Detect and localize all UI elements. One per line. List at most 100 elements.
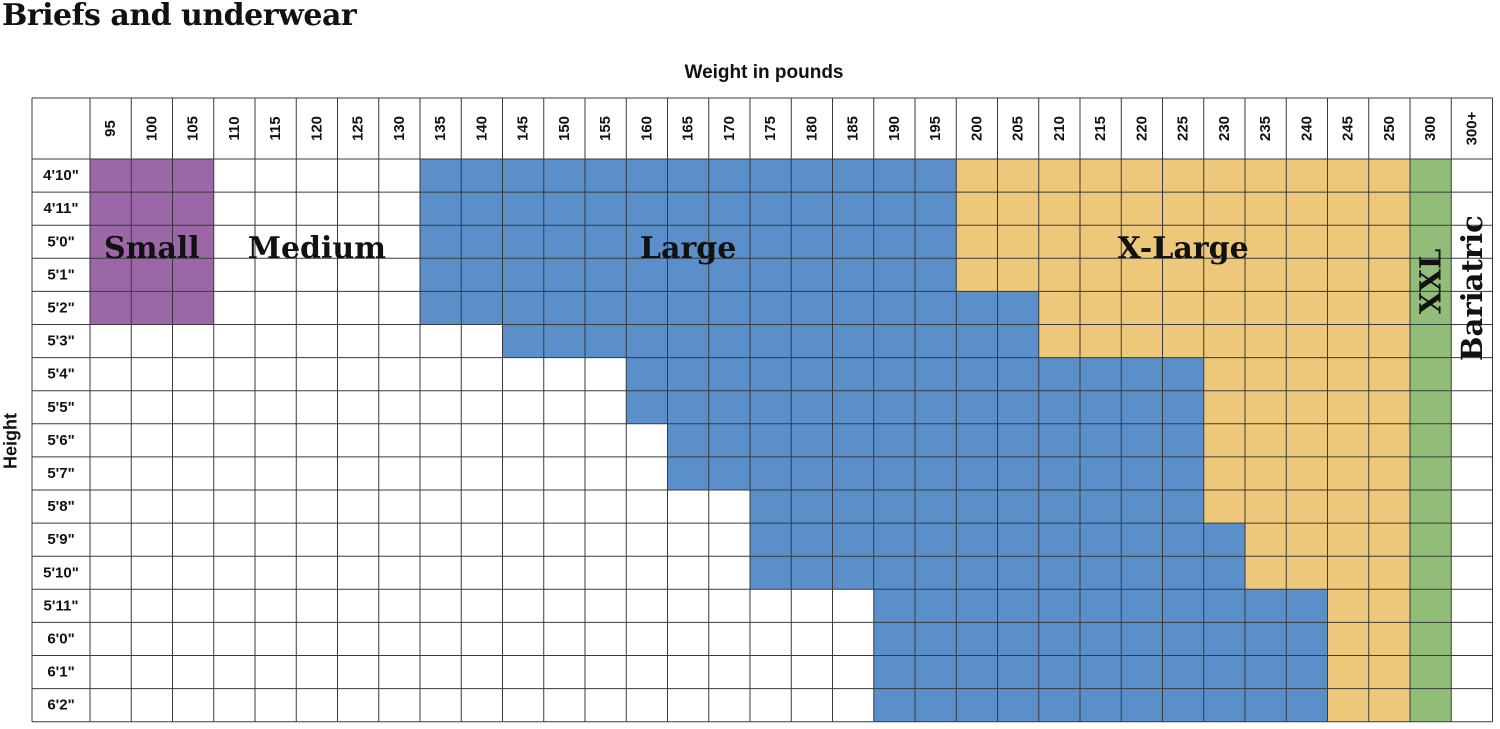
cell-medium bbox=[585, 523, 627, 557]
y-tick-label: 5'1" bbox=[47, 266, 74, 283]
cell-medium bbox=[296, 688, 338, 722]
cell-x-large bbox=[1286, 159, 1328, 193]
x-tick-label: 195 bbox=[927, 116, 944, 141]
cell-xxl bbox=[1410, 390, 1452, 424]
cell-x-large bbox=[1286, 556, 1328, 590]
x-tick-label: 135 bbox=[432, 116, 449, 141]
cell-large bbox=[585, 291, 627, 325]
cell-x-large bbox=[1368, 688, 1410, 722]
cell-large bbox=[956, 291, 998, 325]
cell-x-large bbox=[1327, 688, 1369, 722]
cell-x-large bbox=[1121, 258, 1163, 292]
cell-x-large bbox=[1368, 159, 1410, 193]
cell-large bbox=[708, 225, 750, 259]
cell-large bbox=[873, 655, 915, 689]
cell-large bbox=[873, 225, 915, 259]
cell-medium bbox=[461, 490, 503, 524]
cell-large bbox=[832, 291, 874, 325]
cell-x-large bbox=[997, 225, 1039, 259]
cell-large bbox=[873, 456, 915, 490]
cell-large bbox=[832, 357, 874, 391]
cell-medium bbox=[378, 423, 420, 457]
cell-x-large bbox=[1368, 655, 1410, 689]
cell-medium bbox=[337, 523, 379, 557]
x-tick-label: 125 bbox=[350, 116, 367, 141]
cell-large bbox=[1038, 622, 1080, 656]
cell-large bbox=[956, 324, 998, 358]
cell-large bbox=[956, 456, 998, 490]
cell-medium bbox=[337, 324, 379, 358]
cell-medium bbox=[90, 490, 132, 524]
cell-medium bbox=[172, 556, 214, 590]
page-title: Briefs and underwear bbox=[2, 0, 357, 33]
cell-large bbox=[750, 556, 792, 590]
cell-x-large bbox=[1080, 225, 1122, 259]
cell-medium bbox=[296, 225, 338, 259]
cell-large bbox=[956, 523, 998, 557]
cell-large bbox=[750, 291, 792, 325]
x-tick-label: 175 bbox=[762, 116, 779, 141]
cell-x-large bbox=[1162, 159, 1204, 193]
y-tick-label: 6'1" bbox=[47, 664, 74, 681]
cell-medium bbox=[337, 258, 379, 292]
cell-medium bbox=[90, 456, 132, 490]
cell-large bbox=[791, 357, 833, 391]
cell-x-large bbox=[1245, 423, 1287, 457]
cell-xxl bbox=[1410, 589, 1452, 623]
cell-x-large bbox=[1327, 357, 1369, 391]
cell-xxl bbox=[1410, 225, 1452, 259]
cell-xxl bbox=[1410, 357, 1452, 391]
cell-bariatric bbox=[1451, 622, 1493, 656]
cell-medium bbox=[626, 688, 668, 722]
cell-x-large bbox=[1245, 192, 1287, 226]
cell-large bbox=[832, 523, 874, 557]
cell-large bbox=[1121, 390, 1163, 424]
y-tick-label: 5'10" bbox=[43, 564, 79, 581]
cell-large bbox=[1245, 589, 1287, 623]
x-tick-label: 245 bbox=[1340, 116, 1357, 141]
cell-large bbox=[915, 556, 957, 590]
cell-medium bbox=[131, 523, 173, 557]
cell-medium bbox=[378, 589, 420, 623]
cell-x-large bbox=[1038, 324, 1080, 358]
cell-x-large bbox=[1203, 357, 1245, 391]
cell-medium bbox=[213, 159, 255, 193]
cell-medium bbox=[172, 589, 214, 623]
cell-medium bbox=[750, 688, 792, 722]
cell-large bbox=[1038, 456, 1080, 490]
x-tick-label: 165 bbox=[680, 116, 697, 141]
cell-large bbox=[1286, 655, 1328, 689]
cell-large bbox=[997, 622, 1039, 656]
cell-medium bbox=[461, 324, 503, 358]
cell-x-large bbox=[1203, 456, 1245, 490]
cell-medium bbox=[255, 225, 297, 259]
region-label-large: Large bbox=[640, 231, 736, 266]
cell-medium bbox=[750, 622, 792, 656]
x-tick-label: 185 bbox=[845, 116, 862, 141]
cell-medium bbox=[337, 655, 379, 689]
y-tick-label: 4'11" bbox=[44, 200, 79, 217]
cell-x-large bbox=[1368, 523, 1410, 557]
cell-medium bbox=[296, 192, 338, 226]
cell-medium bbox=[502, 423, 544, 457]
cell-x-large bbox=[1368, 192, 1410, 226]
cell-large bbox=[750, 456, 792, 490]
cell-x-large bbox=[1327, 225, 1369, 259]
cell-large bbox=[626, 192, 668, 226]
cell-xxl bbox=[1410, 523, 1452, 557]
cell-x-large bbox=[1327, 655, 1369, 689]
cell-large bbox=[1162, 456, 1204, 490]
cell-medium bbox=[131, 490, 173, 524]
cell-large bbox=[750, 357, 792, 391]
cell-medium bbox=[131, 456, 173, 490]
cell-medium bbox=[832, 589, 874, 623]
cell-large bbox=[1080, 655, 1122, 689]
cell-medium bbox=[172, 655, 214, 689]
cell-medium bbox=[667, 688, 709, 722]
cell-large bbox=[626, 225, 668, 259]
cell-large bbox=[1038, 490, 1080, 524]
cell-large bbox=[461, 192, 503, 226]
cell-x-large bbox=[1327, 192, 1369, 226]
cell-large bbox=[1162, 589, 1204, 623]
cell-large bbox=[997, 490, 1039, 524]
